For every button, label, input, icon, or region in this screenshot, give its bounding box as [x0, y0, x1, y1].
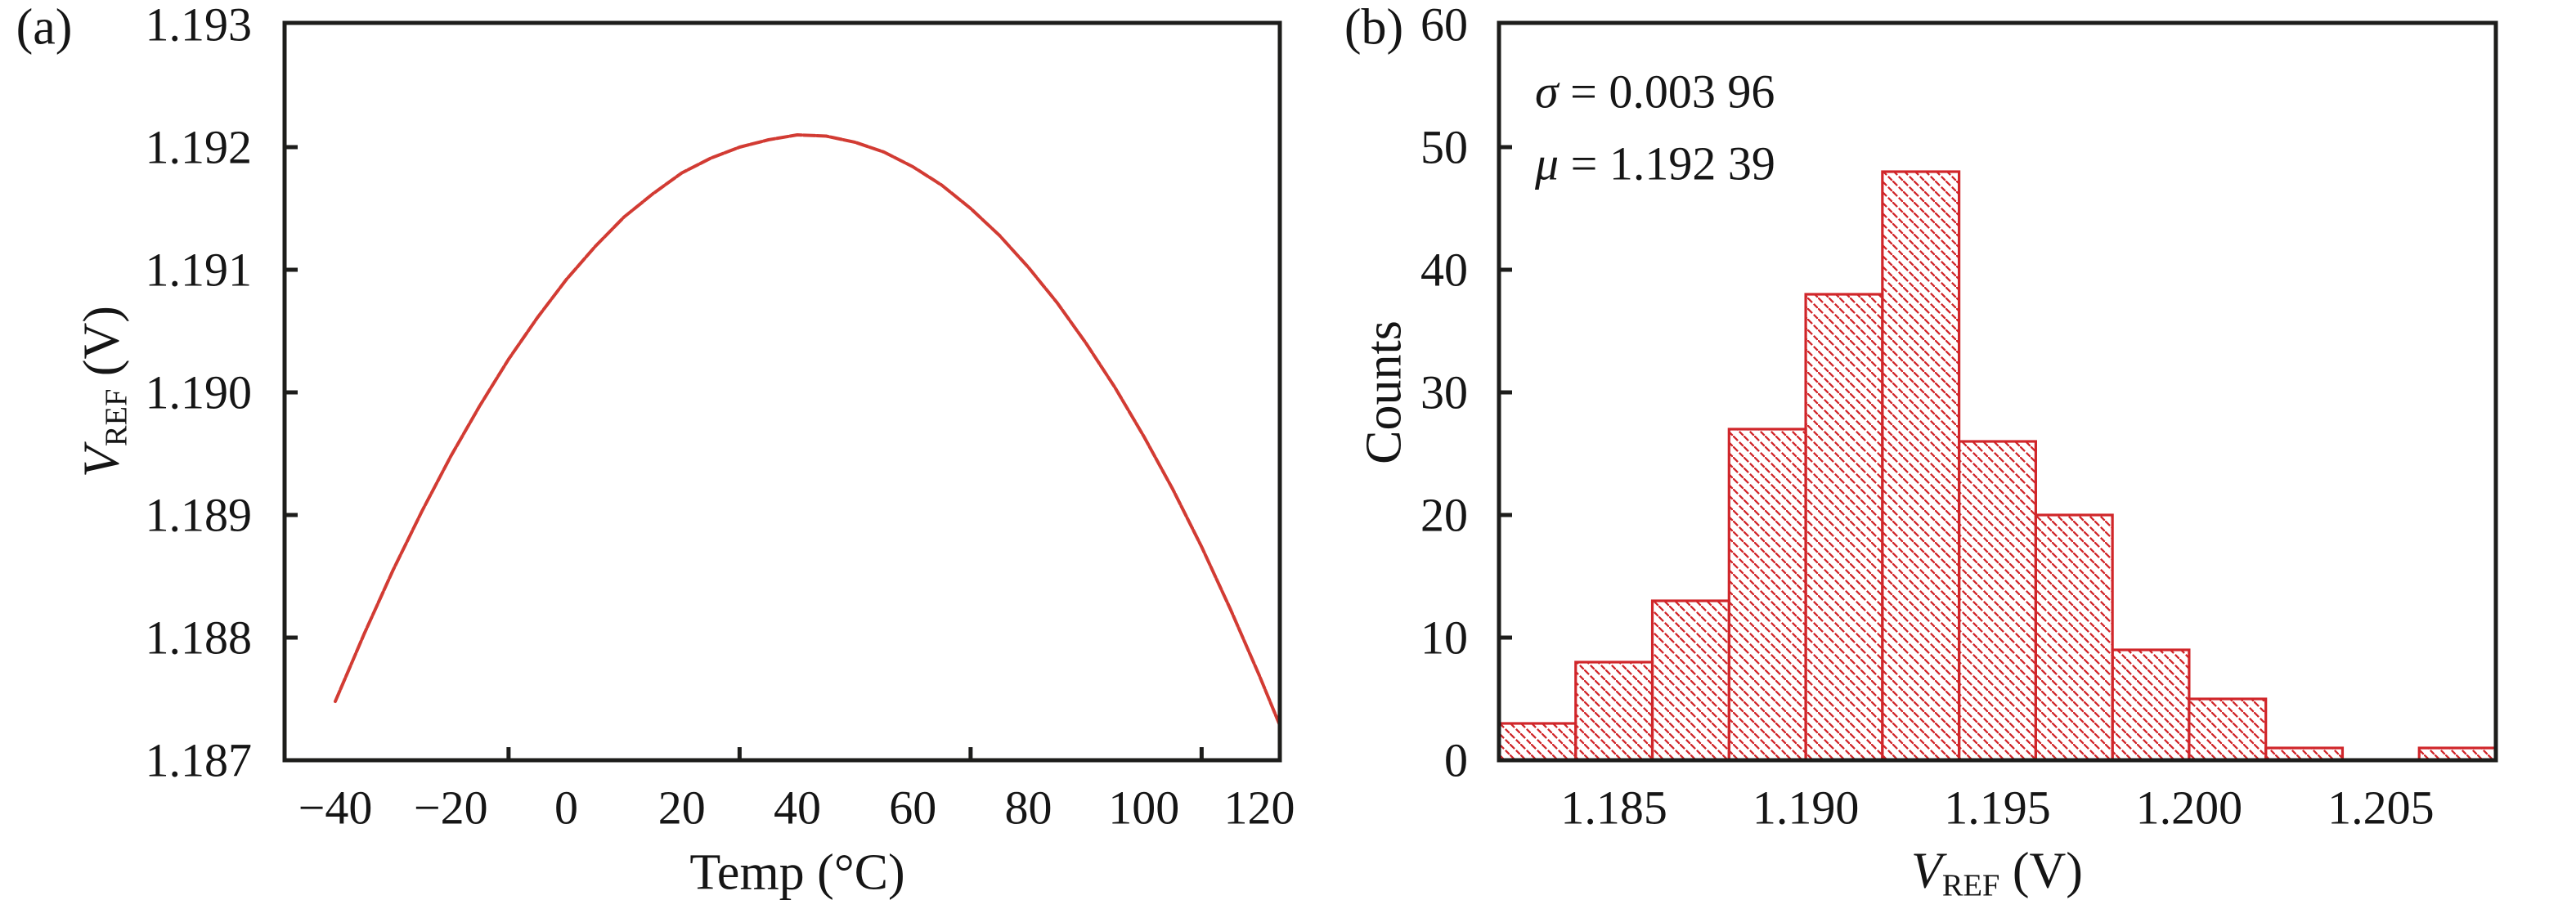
panel-a-plot: −40 −20 0 20 40 60 80 100 120 1.187 1.188 1.189 1.19…: [146, 0, 1295, 835]
sigma-value: = 0.003 96: [1558, 65, 1775, 119]
panel-b-y-tick-label: 30: [1420, 366, 1468, 419]
panel-a-x-tick-label: −40: [298, 781, 373, 835]
vref-temperature-curve: [334, 133, 1281, 727]
panel-b-x-tick-label: 1.185: [1560, 781, 1667, 835]
panel-b-y-axis-title: Counts: [1356, 320, 1412, 464]
histogram-bar: [2188, 697, 2268, 762]
histogram-bar: [1574, 660, 1654, 762]
sigma-symbol: σ: [1535, 65, 1559, 119]
panel-a-y-axis-title: VREF (V): [74, 306, 135, 477]
panel-b-label: (b): [1344, 0, 1404, 56]
panel-a-x-tick-label: 100: [1108, 781, 1179, 835]
panel-a-y-title-symbol: V: [74, 446, 130, 477]
mu-value: = 1.192 39: [1559, 137, 1775, 190]
panel-a-x-tick-label: 120: [1224, 781, 1295, 835]
histogram-bar: [1958, 440, 2037, 762]
panel-a-x-tick-label: 60: [889, 781, 936, 835]
panel-a-y-tick-label: 1.188: [146, 611, 253, 665]
panel-a-label: (a): [16, 0, 73, 56]
panel-b-y-tick-label: 40: [1420, 244, 1468, 297]
panel-a-y-tick-label: 1.190: [146, 366, 253, 419]
panel-a-x-tick-label: 0: [554, 781, 578, 835]
panel-b-x-tick-label: 1.205: [2327, 781, 2435, 835]
histogram-bar: [1804, 293, 1884, 762]
histogram-bar: [1497, 722, 1577, 762]
panel-b-x-title-unit: (V): [1999, 843, 2083, 899]
histogram-bar: [1881, 170, 1961, 762]
panel-a-y-title-subscript: REF: [99, 388, 134, 447]
panel-a-x-tick-label: −20: [414, 781, 488, 835]
panel-b-x-tick-label: 1.195: [1944, 781, 2051, 835]
panel-b-axes-box: [1497, 20, 2498, 763]
histogram-bar: [1727, 428, 1807, 762]
panel-b-y-tick-label: 0: [1444, 734, 1468, 787]
panel-a-y-tick-label: 1.192: [146, 121, 253, 174]
histogram-bar: [2111, 648, 2191, 762]
panel-a-x-tick-label: 80: [1005, 781, 1052, 835]
panel-a-x-tick-label: 40: [774, 781, 821, 835]
mu-symbol: μ: [1535, 137, 1560, 190]
panel-a-y-tick-label: 1.187: [146, 734, 253, 787]
panel-a-y-tick-label: 1.189: [146, 489, 253, 542]
panel-b-y-tick-label: 60: [1420, 0, 1468, 51]
panel-a-axes-box: [282, 20, 1282, 763]
panel-b-x-tick-label: 1.190: [1752, 781, 1860, 835]
panel-a-y-tick-label: 1.193: [146, 0, 253, 51]
panel-b-x-axis-title: VREF (V): [1911, 843, 2083, 904]
mu-annotation: μ = 1.192 39: [1535, 137, 1775, 191]
panel-b-plot: 1.185 1.190 1.195 1.200 1.205 0 10 20 30 40 50 60: [1420, 0, 2498, 835]
sigma-annotation: σ = 0.003 96: [1535, 65, 1775, 119]
panel-a-y-title-unit: (V): [74, 306, 130, 389]
panel-b-y-tick-label: 50: [1420, 121, 1468, 174]
panel-b-y-tick-label: 10: [1420, 611, 1468, 665]
panel-a-x-axis-title: Temp (°C): [689, 844, 905, 901]
panel-b-x-title-symbol: V: [1911, 843, 1942, 899]
panel-a-y-tick-label: 1.191: [146, 244, 253, 297]
panel-b-y-tick-label: 20: [1420, 489, 1468, 542]
histogram-bar: [1650, 599, 1730, 762]
panel-b-x-title-subscript: REF: [1941, 868, 2000, 903]
panel-a-x-tick-label: 20: [658, 781, 706, 835]
histogram-bar: [2034, 513, 2114, 762]
panel-b-x-tick-label: 1.200: [2136, 781, 2243, 835]
